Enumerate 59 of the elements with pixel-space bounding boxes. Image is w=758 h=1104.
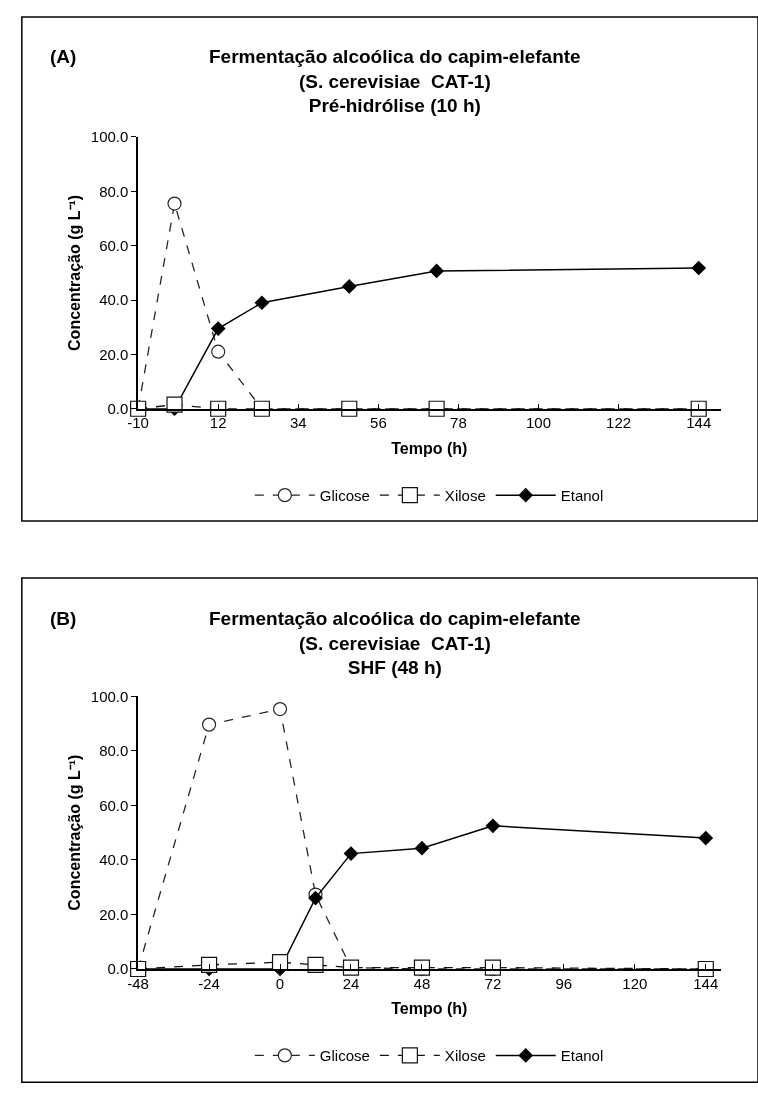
x-tick-label: 144 bbox=[686, 414, 712, 432]
point bbox=[166, 396, 183, 413]
point bbox=[272, 701, 288, 717]
x-tick-label: 78 bbox=[450, 414, 467, 432]
x-axis-title: Tempo (h) bbox=[391, 999, 468, 1017]
x-tick-label: 120 bbox=[622, 974, 648, 992]
legend-label: Xilose bbox=[444, 1047, 486, 1065]
legend-label: Etanol bbox=[560, 1047, 604, 1065]
x-tick-label: 122 bbox=[606, 414, 632, 432]
point bbox=[485, 818, 501, 833]
x-tick-label: 144 bbox=[693, 974, 719, 992]
x-tick-label: 24 bbox=[342, 974, 360, 992]
y-tick-label: 40.0 bbox=[99, 291, 129, 309]
y-tick-label: 80.0 bbox=[99, 182, 129, 200]
point bbox=[343, 846, 359, 861]
y-tick-label: 80.0 bbox=[99, 742, 129, 760]
legend-label: Glicose bbox=[319, 486, 370, 504]
point bbox=[414, 841, 430, 856]
point bbox=[167, 196, 182, 211]
point bbox=[271, 954, 289, 971]
point bbox=[201, 717, 217, 732]
x-tick-label: -24 bbox=[198, 974, 220, 992]
point bbox=[429, 263, 444, 279]
x-tick-label: 12 bbox=[209, 414, 227, 432]
y-tick-label: 20.0 bbox=[99, 345, 129, 363]
legend-label: Xilose bbox=[444, 486, 486, 504]
x-tick-label: 56 bbox=[370, 414, 387, 432]
text: (B) bbox=[50, 608, 77, 629]
y-tick-label: 100.0 bbox=[90, 128, 129, 146]
y-tick-label: 0.0 bbox=[107, 960, 129, 978]
y-tick-label: 40.0 bbox=[99, 851, 129, 869]
y-tick-label: 100.0 bbox=[90, 687, 129, 705]
chart-title: Fermentação alcoólica do capim-elefante (S. cerevisiae CAT-1) Pré-hidrólise (10 h) bbox=[209, 46, 581, 117]
point bbox=[698, 830, 713, 846]
point bbox=[211, 344, 226, 359]
y-axis-title: Concentração (g L⁻¹) bbox=[66, 754, 84, 911]
y-tick-label: 60.0 bbox=[99, 236, 129, 254]
chart-title: Fermentação alcoólica do capim-elefante (S. cerevisiae CAT-1) SHF (48 h) bbox=[209, 608, 581, 679]
point bbox=[308, 890, 323, 906]
text: (A) bbox=[50, 46, 77, 67]
point bbox=[691, 260, 706, 276]
y-tick-label: 20.0 bbox=[99, 905, 129, 923]
y-axis-title: Concentração (g L⁻¹) bbox=[66, 194, 84, 351]
y-tick-label: 60.0 bbox=[99, 796, 129, 814]
legend-label: Glicose bbox=[319, 1047, 370, 1065]
x-tick-label: 0 bbox=[275, 974, 285, 992]
point bbox=[342, 279, 357, 294]
x-tick-label: 48 bbox=[413, 974, 431, 992]
x-axis-title: Tempo (h) bbox=[391, 439, 468, 457]
x-tick-label: -10 bbox=[127, 414, 149, 432]
x-tick-label: 72 bbox=[484, 974, 502, 992]
x-tick-label: 100 bbox=[526, 414, 552, 432]
point bbox=[254, 295, 269, 310]
x-tick-label: 96 bbox=[555, 974, 573, 992]
y-tick-label: 0.0 bbox=[107, 400, 129, 417]
x-tick-label: -48 bbox=[127, 974, 149, 992]
legend-label: Etanol bbox=[560, 486, 604, 504]
point bbox=[211, 321, 226, 336]
x-tick-label: 34 bbox=[289, 414, 307, 432]
